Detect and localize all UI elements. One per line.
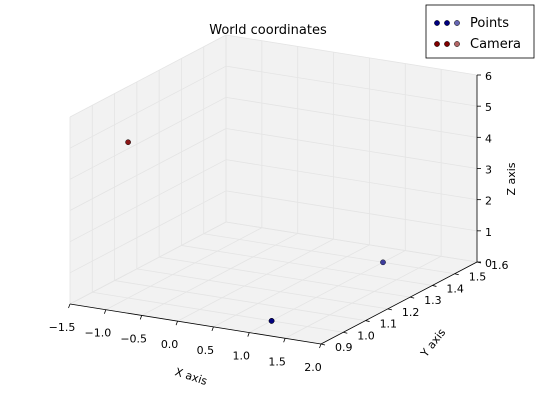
legend: Points Camera (425, 4, 535, 59)
y-tick-label: 0.9 (335, 341, 353, 354)
point-points-1 (268, 318, 275, 324)
z-tick-label: 2 (485, 195, 492, 208)
z-axis-label: Z axis (505, 162, 518, 195)
z-tick-label: 6 (485, 70, 492, 83)
y-tick-label: 1.3 (424, 294, 442, 307)
x-tick-label: 0.5 (197, 344, 215, 357)
grid-line-x-floor (177, 238, 334, 322)
y-tick-mark (432, 285, 437, 287)
z-tick-label: 3 (485, 164, 492, 177)
grid-line-x-floor (284, 255, 442, 339)
legend-markers (434, 20, 460, 47)
legend-marker-points (444, 20, 450, 26)
grid-line-y-floor (159, 256, 411, 298)
grid-line-z-left (69, 128, 227, 211)
y-tick-label: 1.4 (446, 282, 464, 295)
x-tick-mark (247, 332, 250, 337)
legend-label-points: Points (470, 16, 509, 31)
x-tick-mark (139, 315, 143, 320)
grid-line-x-floor (141, 233, 298, 316)
tick-marks (68, 74, 482, 349)
grid-line-z-left (69, 159, 227, 243)
grid-line-z-back (225, 128, 478, 169)
grid-line-y-floor (114, 280, 366, 321)
legend-marker-camera (434, 41, 440, 47)
y-axis-label: Y axis (418, 326, 449, 360)
x-tick-label: 1.0 (233, 350, 251, 363)
x-tick-label: 2.0 (304, 361, 322, 374)
y-axis-line (320, 261, 478, 345)
x-axis-label: X axis (173, 365, 209, 388)
grid-line-z-back (225, 190, 478, 232)
grid-line-y-floor (136, 268, 388, 310)
data-points (125, 139, 386, 324)
point-points-3 (380, 259, 386, 266)
legend-marker-points (434, 20, 440, 26)
legend-marker-camera (444, 41, 450, 47)
x-tick-mark (319, 343, 322, 349)
grid-line-z-left (69, 65, 227, 149)
y-tick-label: 1.2 (402, 306, 420, 319)
chart-title: World coordinates (209, 23, 327, 38)
y-tick-mark (320, 343, 326, 346)
tick-labels: −1.5 −1.0 −0.5 0.0 0.5 1.0 1.5 2.0 0.9 1.0 1.1 1.2 1… (49, 70, 509, 374)
y-tick-label: 1.5 (469, 271, 487, 284)
y-tick-mark (454, 273, 459, 276)
x-tick-label: −1.5 (49, 321, 76, 334)
z-tick-label: 4 (485, 132, 492, 145)
legend-marker-camera (454, 41, 460, 47)
y-tick-mark (387, 308, 392, 311)
grid-line-z-left (69, 96, 227, 180)
grid-line-y-floor (92, 291, 344, 333)
legend-label-camera: Camera (470, 37, 521, 52)
grid-line-z-left (69, 34, 227, 118)
x-tick-label: −1.0 (84, 327, 111, 340)
grid-line-y-floor (203, 233, 455, 275)
y-tick-mark (343, 331, 348, 334)
point-points-2 (380, 259, 386, 266)
x-tick-mark (175, 321, 178, 326)
grid-lines (69, 34, 478, 345)
y-tick-label: 1.0 (357, 329, 375, 342)
grid-line-z-back (225, 221, 478, 263)
y-tick-mark (365, 320, 370, 322)
grid-line-x-floor (105, 227, 263, 311)
point-camera-0 (125, 139, 131, 146)
y-tick-label: 1.1 (380, 318, 398, 331)
grid-line-z-back (225, 65, 478, 107)
x-tick-label: −0.5 (120, 332, 147, 345)
legend-marker-points (454, 20, 460, 26)
legend-box (425, 4, 535, 59)
x-tick-mark (211, 326, 214, 331)
x-tick-mark (103, 309, 107, 314)
z-tick-label: 5 (485, 101, 492, 114)
z-tick-label: 1 (485, 226, 492, 239)
x-tick-mark (68, 303, 71, 309)
y-tick-label: 1.6 (491, 259, 509, 272)
x-axis-line (69, 303, 322, 345)
grid-line-x-floor (213, 244, 370, 328)
x-tick-label: 1.5 (268, 355, 286, 368)
axis-panes (70, 35, 477, 344)
z-tick-label: 0 (485, 257, 492, 270)
grid-line-z-left (69, 221, 227, 305)
grid-line-z-back (225, 34, 478, 76)
grid-line-z-back (225, 96, 478, 138)
grid-line-y-floor (181, 245, 433, 286)
grid-line-x-floor (249, 250, 406, 333)
x-tick-label: 0.0 (161, 338, 179, 351)
grid-line-z-left (69, 190, 227, 274)
floor-pane (70, 222, 477, 344)
y-tick-mark (410, 296, 415, 299)
x-tick-mark (283, 338, 286, 343)
grid-line-z-back (225, 159, 478, 201)
